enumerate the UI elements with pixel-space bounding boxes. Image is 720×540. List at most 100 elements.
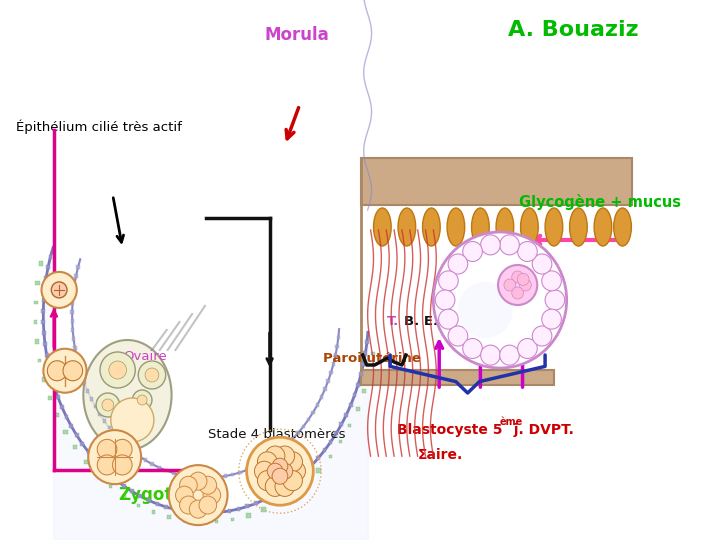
Bar	[339, 422, 343, 427]
Bar	[210, 511, 213, 515]
Bar	[291, 437, 294, 441]
Circle shape	[267, 463, 283, 479]
Circle shape	[179, 476, 197, 494]
Bar	[34, 320, 37, 323]
Bar	[182, 509, 186, 513]
Circle shape	[272, 458, 288, 474]
Bar	[372, 352, 375, 355]
Bar	[71, 310, 74, 314]
Bar	[259, 462, 263, 465]
Bar	[103, 419, 106, 423]
Text: B. E.: B. E.	[405, 315, 438, 328]
Ellipse shape	[594, 208, 612, 246]
Circle shape	[518, 339, 537, 359]
Bar	[328, 440, 333, 444]
Circle shape	[63, 361, 83, 381]
Bar	[246, 468, 249, 471]
Bar	[113, 433, 117, 436]
Text: Blastocyste 5: Blastocyste 5	[397, 423, 503, 437]
Bar	[364, 351, 367, 355]
Circle shape	[168, 465, 228, 525]
Ellipse shape	[423, 208, 440, 246]
Bar	[297, 431, 300, 435]
Bar	[71, 319, 74, 323]
Circle shape	[265, 476, 285, 496]
Circle shape	[265, 446, 285, 466]
Bar	[310, 464, 313, 468]
Bar	[94, 405, 97, 408]
Bar	[171, 471, 175, 475]
Circle shape	[176, 486, 193, 504]
Bar	[287, 483, 291, 487]
Bar	[192, 510, 195, 514]
FancyBboxPatch shape	[361, 158, 632, 205]
Circle shape	[520, 279, 531, 291]
Circle shape	[43, 349, 86, 393]
Bar	[60, 405, 64, 409]
Bar	[215, 520, 218, 523]
Text: C. B.: C. B.	[441, 315, 476, 328]
Bar	[224, 474, 227, 478]
Bar	[42, 298, 45, 302]
Circle shape	[100, 352, 135, 388]
Bar	[323, 387, 327, 391]
Bar	[76, 265, 80, 269]
Bar	[84, 460, 88, 464]
Text: Glycogène + mucus: Glycogène + mucus	[519, 194, 681, 211]
Bar	[164, 469, 168, 472]
Circle shape	[512, 271, 523, 283]
Bar	[72, 338, 76, 341]
Bar	[42, 332, 46, 335]
Bar	[50, 375, 53, 379]
Bar	[42, 287, 47, 291]
Circle shape	[463, 241, 482, 261]
Bar	[130, 489, 134, 494]
Bar	[316, 468, 321, 472]
Bar	[98, 412, 102, 416]
Bar	[55, 414, 58, 417]
Bar	[348, 424, 351, 428]
Circle shape	[438, 309, 458, 329]
Bar	[266, 457, 269, 461]
Bar	[183, 519, 186, 522]
Circle shape	[97, 440, 117, 460]
Circle shape	[189, 500, 207, 518]
Bar	[71, 328, 74, 332]
Bar	[35, 339, 39, 343]
Bar	[80, 373, 83, 376]
Bar	[152, 510, 156, 514]
Bar	[43, 342, 47, 346]
Bar	[334, 353, 337, 357]
Bar	[179, 473, 182, 477]
Bar	[320, 395, 323, 399]
Circle shape	[272, 468, 288, 484]
Bar	[114, 478, 119, 482]
Bar	[65, 415, 68, 419]
Circle shape	[97, 455, 117, 475]
Bar	[39, 261, 43, 266]
Bar	[73, 346, 76, 350]
Bar	[307, 418, 310, 421]
Circle shape	[498, 265, 537, 305]
Bar	[362, 389, 366, 393]
Bar	[361, 362, 366, 366]
Bar	[263, 497, 266, 502]
Circle shape	[254, 461, 274, 481]
Bar	[302, 471, 306, 475]
Bar	[194, 476, 197, 479]
Circle shape	[448, 326, 468, 346]
Bar	[35, 301, 37, 304]
Bar	[48, 255, 53, 259]
Bar	[336, 345, 339, 348]
Circle shape	[138, 395, 147, 405]
Bar	[271, 493, 275, 497]
Circle shape	[517, 273, 529, 285]
Bar	[356, 407, 360, 411]
Bar	[56, 395, 60, 399]
Circle shape	[518, 241, 537, 261]
Bar	[228, 509, 231, 513]
Circle shape	[189, 472, 207, 490]
Bar	[279, 488, 283, 492]
Bar	[323, 448, 326, 453]
Bar	[285, 443, 289, 447]
